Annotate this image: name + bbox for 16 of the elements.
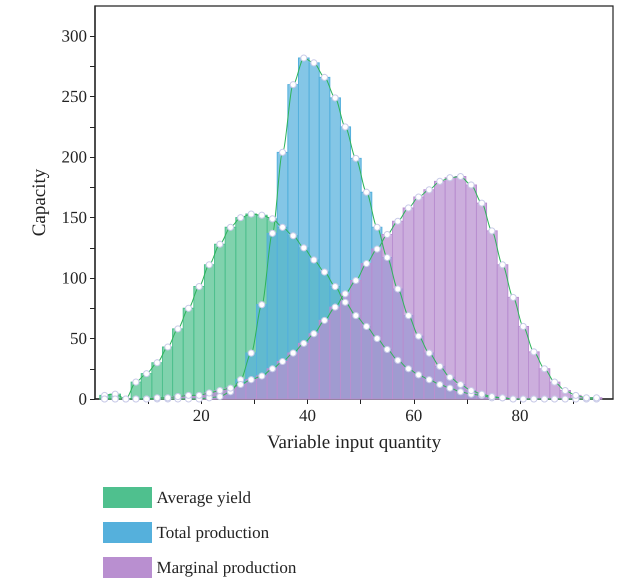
x-tick-label: 60 — [405, 406, 422, 425]
y-tick-label: 250 — [62, 87, 87, 106]
legend-label: Average yield — [156, 488, 252, 507]
legend-label: Marginal production — [156, 558, 297, 577]
x-axis-title: Variable input quantity — [266, 432, 442, 453]
legend-label: Total production — [156, 523, 270, 542]
y-tick-label: 300 — [62, 26, 87, 46]
y-tick-label: 100 — [62, 268, 87, 288]
y-tick-label: 150 — [62, 208, 87, 228]
y-tick-label: 200 — [62, 148, 87, 167]
y-axis-title: Capacity — [29, 168, 50, 236]
x-tick-label: 40 — [299, 406, 316, 425]
y-tick-label: 0 — [78, 390, 87, 408]
x-tick-label: 20 — [192, 406, 210, 425]
x-tick-label: 80 — [512, 406, 529, 425]
y-tick-label: 50 — [70, 329, 87, 348]
